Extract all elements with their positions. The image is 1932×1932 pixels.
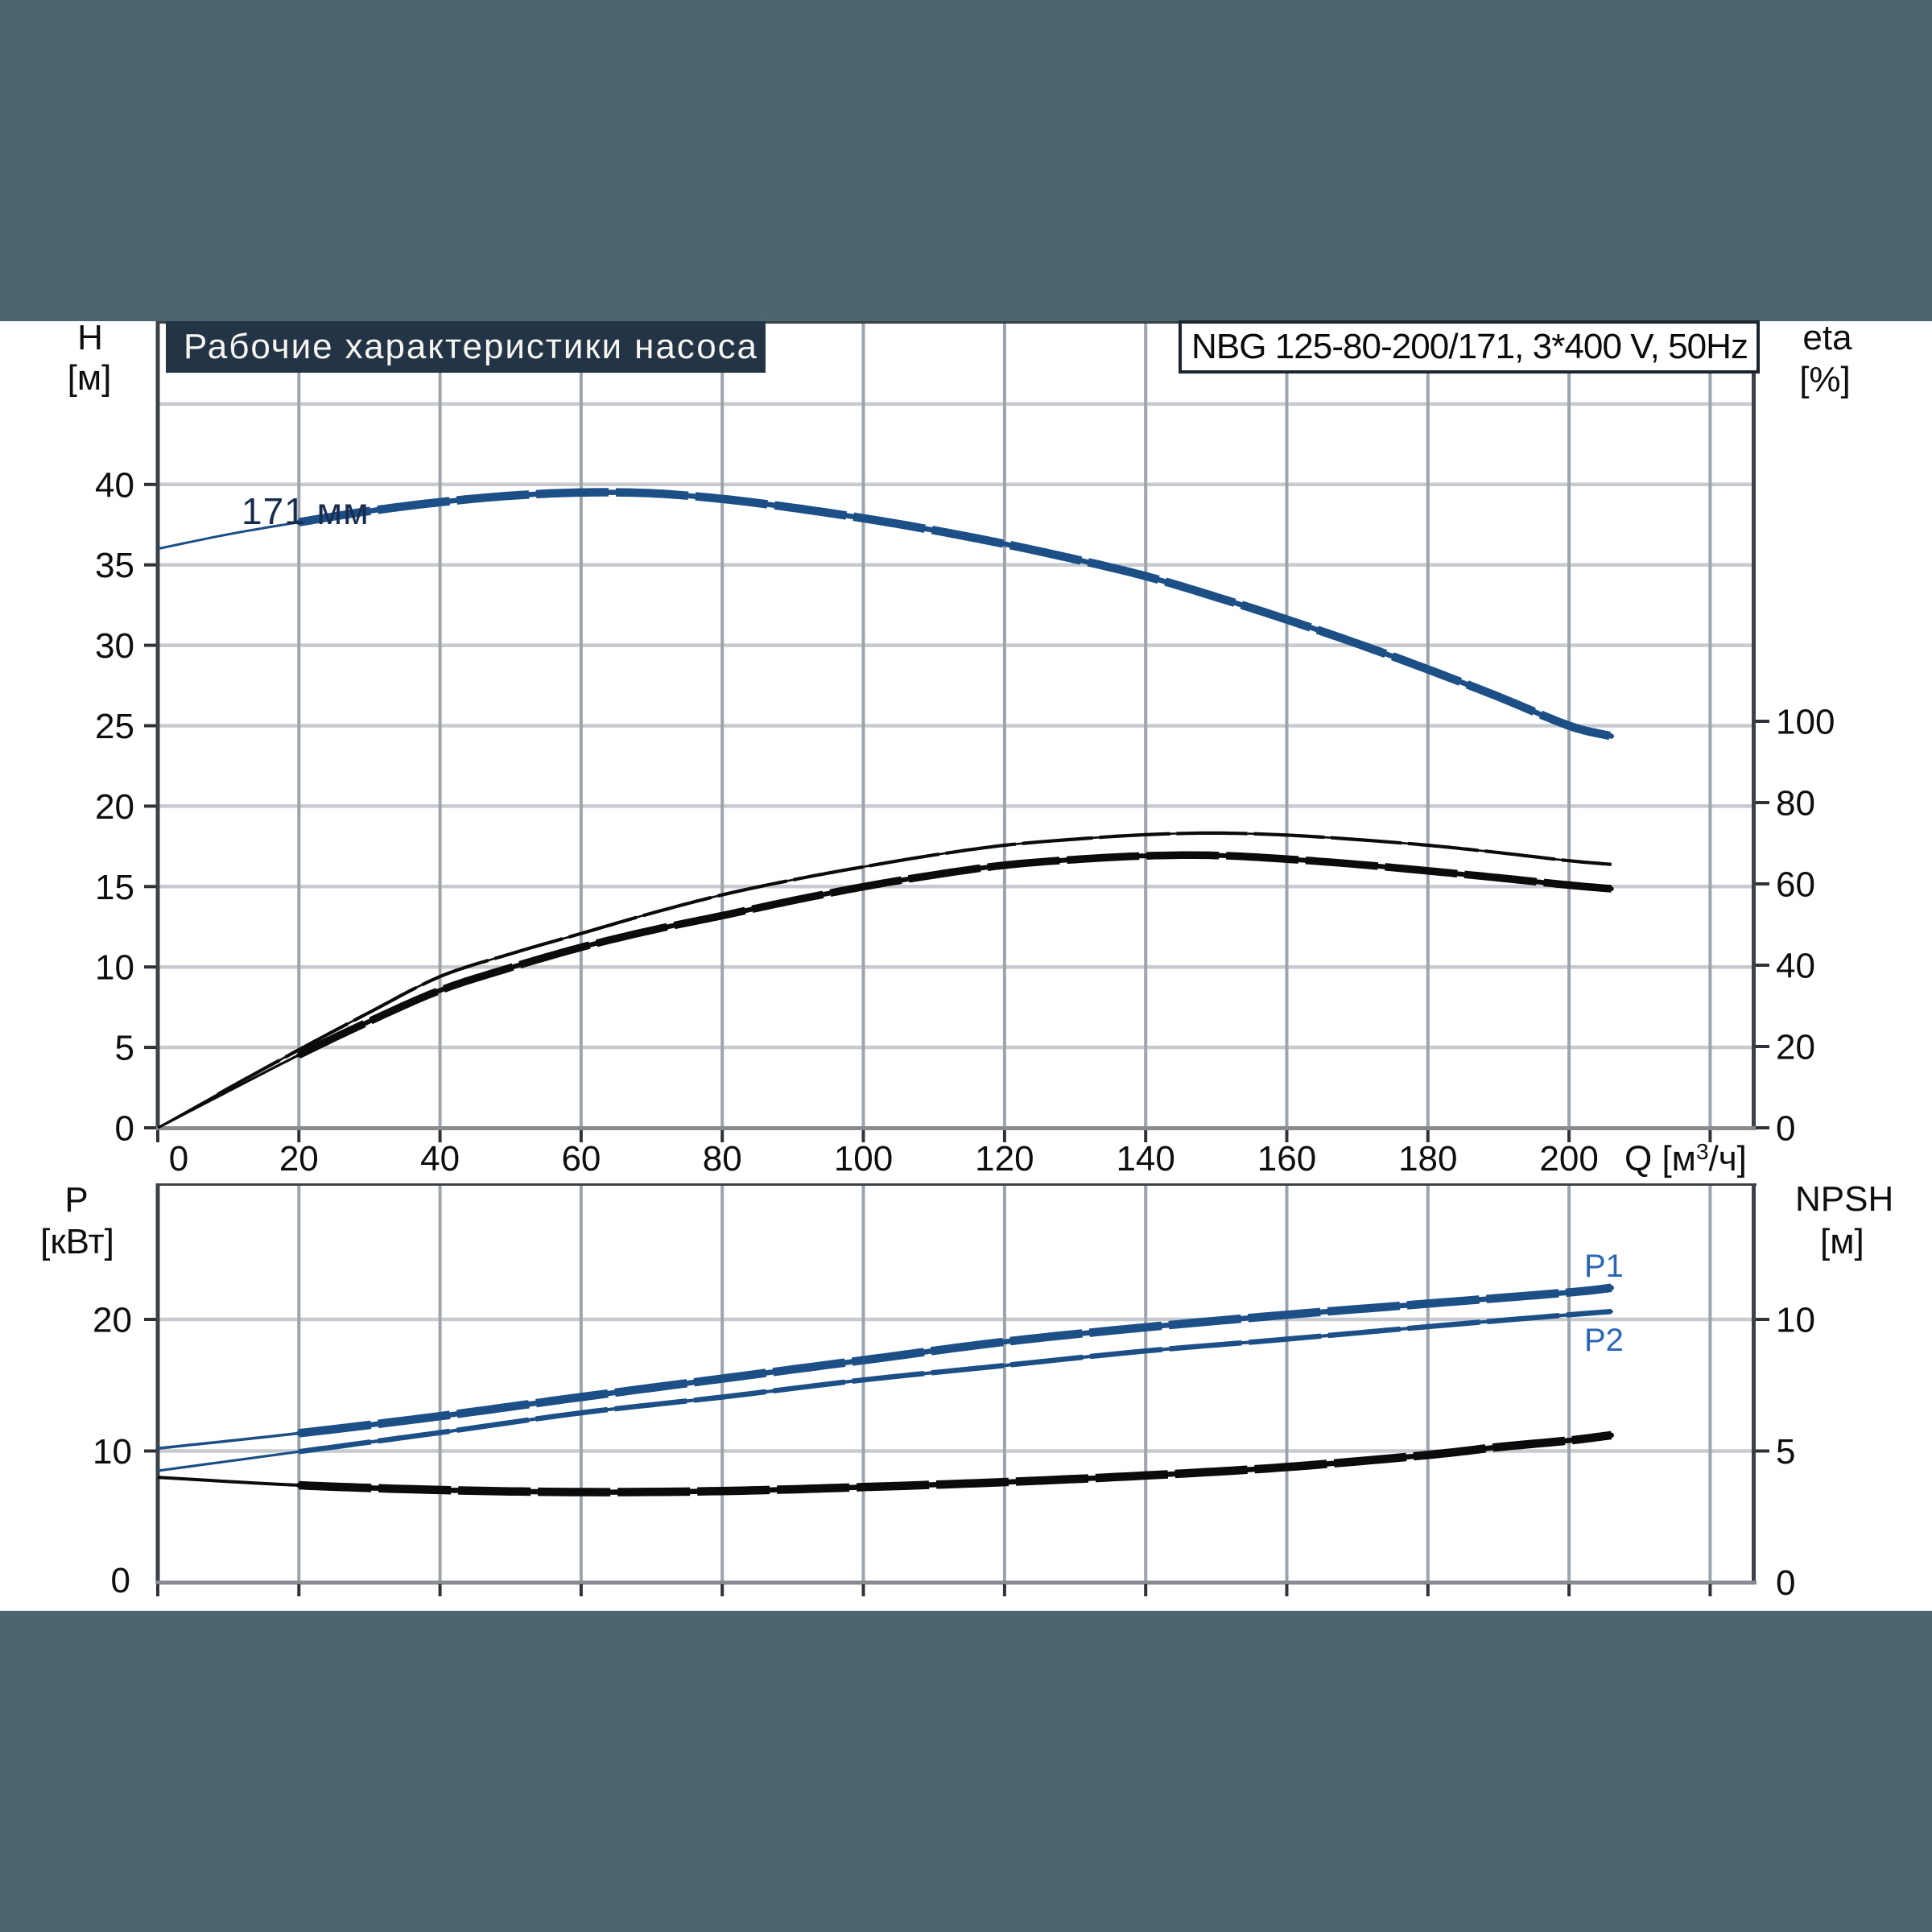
svg-text:0: 0 — [1776, 1563, 1795, 1603]
svg-text:15: 15 — [95, 868, 134, 907]
svg-text:100: 100 — [1776, 703, 1835, 742]
svg-text:Рабочие характеристики насоса: Рабочие характеристики насоса — [184, 327, 758, 366]
svg-text:100: 100 — [834, 1139, 893, 1179]
svg-text:P1: P1 — [1584, 1249, 1624, 1284]
svg-text:30: 30 — [95, 626, 134, 666]
svg-text:5: 5 — [115, 1029, 134, 1068]
svg-text:20: 20 — [93, 1301, 132, 1340]
svg-text:Q [м3/ч]: Q [м3/ч] — [1624, 1139, 1747, 1179]
svg-text:60: 60 — [1776, 865, 1815, 905]
svg-text:10: 10 — [95, 948, 134, 988]
svg-text:80: 80 — [703, 1139, 742, 1179]
svg-text:180: 180 — [1398, 1139, 1457, 1179]
svg-text:40: 40 — [1776, 947, 1815, 986]
svg-text:NBG 125-80-200/171, 3*400 V, 5: NBG 125-80-200/171, 3*400 V, 50Hz — [1191, 327, 1748, 366]
svg-text:10: 10 — [1776, 1301, 1815, 1340]
svg-text:P: P — [64, 1180, 88, 1220]
svg-text:0: 0 — [1776, 1109, 1795, 1149]
svg-text:20: 20 — [95, 787, 134, 827]
svg-text:eta: eta — [1802, 318, 1852, 357]
svg-text:20: 20 — [279, 1139, 319, 1179]
svg-text:NPSH: NPSH — [1795, 1179, 1893, 1219]
svg-text:H: H — [77, 318, 103, 357]
svg-text:10: 10 — [93, 1432, 132, 1472]
svg-text:25: 25 — [95, 707, 134, 746]
svg-text:[м]: [м] — [1820, 1222, 1864, 1261]
svg-text:40: 40 — [420, 1139, 460, 1179]
svg-text:120: 120 — [975, 1139, 1034, 1179]
svg-text:60: 60 — [561, 1139, 601, 1179]
svg-text:40: 40 — [95, 465, 134, 505]
svg-text:[%]: [%] — [1799, 360, 1851, 399]
svg-text:80: 80 — [1776, 784, 1815, 824]
svg-text:0: 0 — [115, 1109, 134, 1149]
svg-text:5: 5 — [1776, 1432, 1795, 1472]
svg-text:0: 0 — [169, 1139, 188, 1179]
svg-text:[м]: [м] — [68, 358, 112, 398]
svg-text:20: 20 — [1776, 1028, 1815, 1067]
svg-text:[кВт]: [кВт] — [40, 1222, 114, 1261]
svg-text:171 мм: 171 мм — [242, 490, 369, 532]
svg-text:0: 0 — [111, 1561, 130, 1600]
svg-text:140: 140 — [1116, 1139, 1174, 1179]
svg-text:P2: P2 — [1584, 1323, 1624, 1358]
svg-text:35: 35 — [95, 546, 134, 585]
svg-text:160: 160 — [1257, 1139, 1316, 1179]
svg-text:200: 200 — [1539, 1139, 1598, 1179]
